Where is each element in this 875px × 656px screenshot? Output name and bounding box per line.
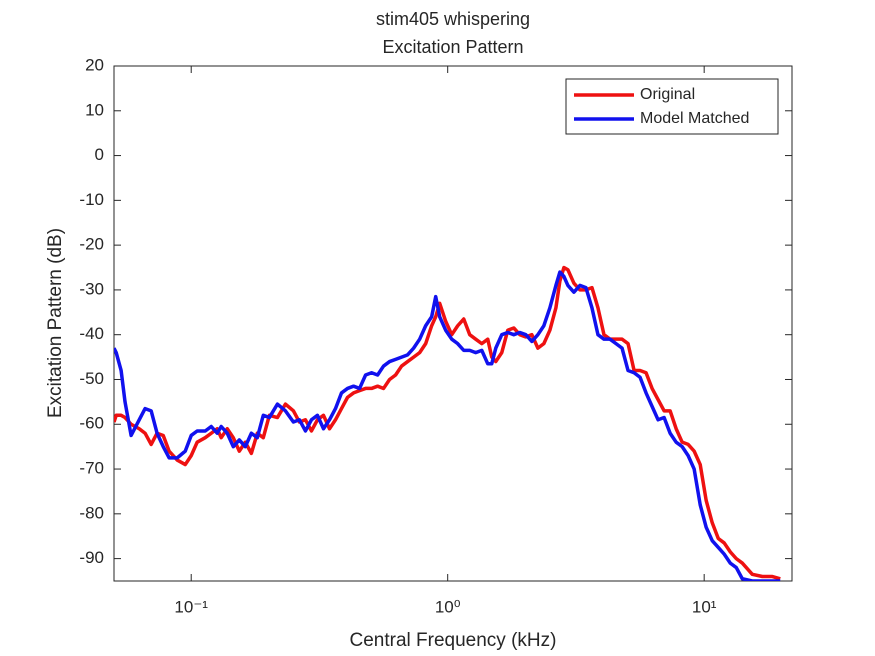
y-tick-label: -30 — [79, 279, 104, 298]
y-tick-label: 0 — [95, 145, 104, 164]
y-tick-label: -40 — [79, 324, 104, 343]
y-tick-label: 20 — [85, 55, 104, 74]
x-tick-label: 10⁻¹ — [174, 597, 208, 616]
series-line — [114, 265, 781, 581]
x-tick-label: 10⁰ — [435, 597, 461, 616]
y-tick-label: -10 — [79, 190, 104, 209]
y-tick-label: -80 — [79, 503, 104, 522]
y-tick-label: -50 — [79, 369, 104, 388]
x-tick-label: 10¹ — [692, 597, 717, 616]
series-line — [114, 270, 781, 581]
y-tick-label: -90 — [79, 548, 104, 567]
legend-box — [565, 78, 779, 135]
legend-label: Original — [640, 86, 695, 103]
x-axis-label: Central Frequency (kHz) — [350, 630, 557, 651]
plot-frame — [113, 65, 793, 582]
legend-label: Model Matched — [640, 110, 749, 127]
y-axis-label: Excitation Pattern (dB) — [45, 228, 66, 418]
chart-title: stim405 whispering — [376, 9, 530, 29]
y-tick-label: 10 — [85, 100, 104, 119]
chart-subtitle: Excitation Pattern — [382, 37, 523, 57]
y-tick-label: -70 — [79, 459, 104, 478]
y-tick-label: -20 — [79, 235, 104, 254]
y-tick-label: -60 — [79, 414, 104, 433]
